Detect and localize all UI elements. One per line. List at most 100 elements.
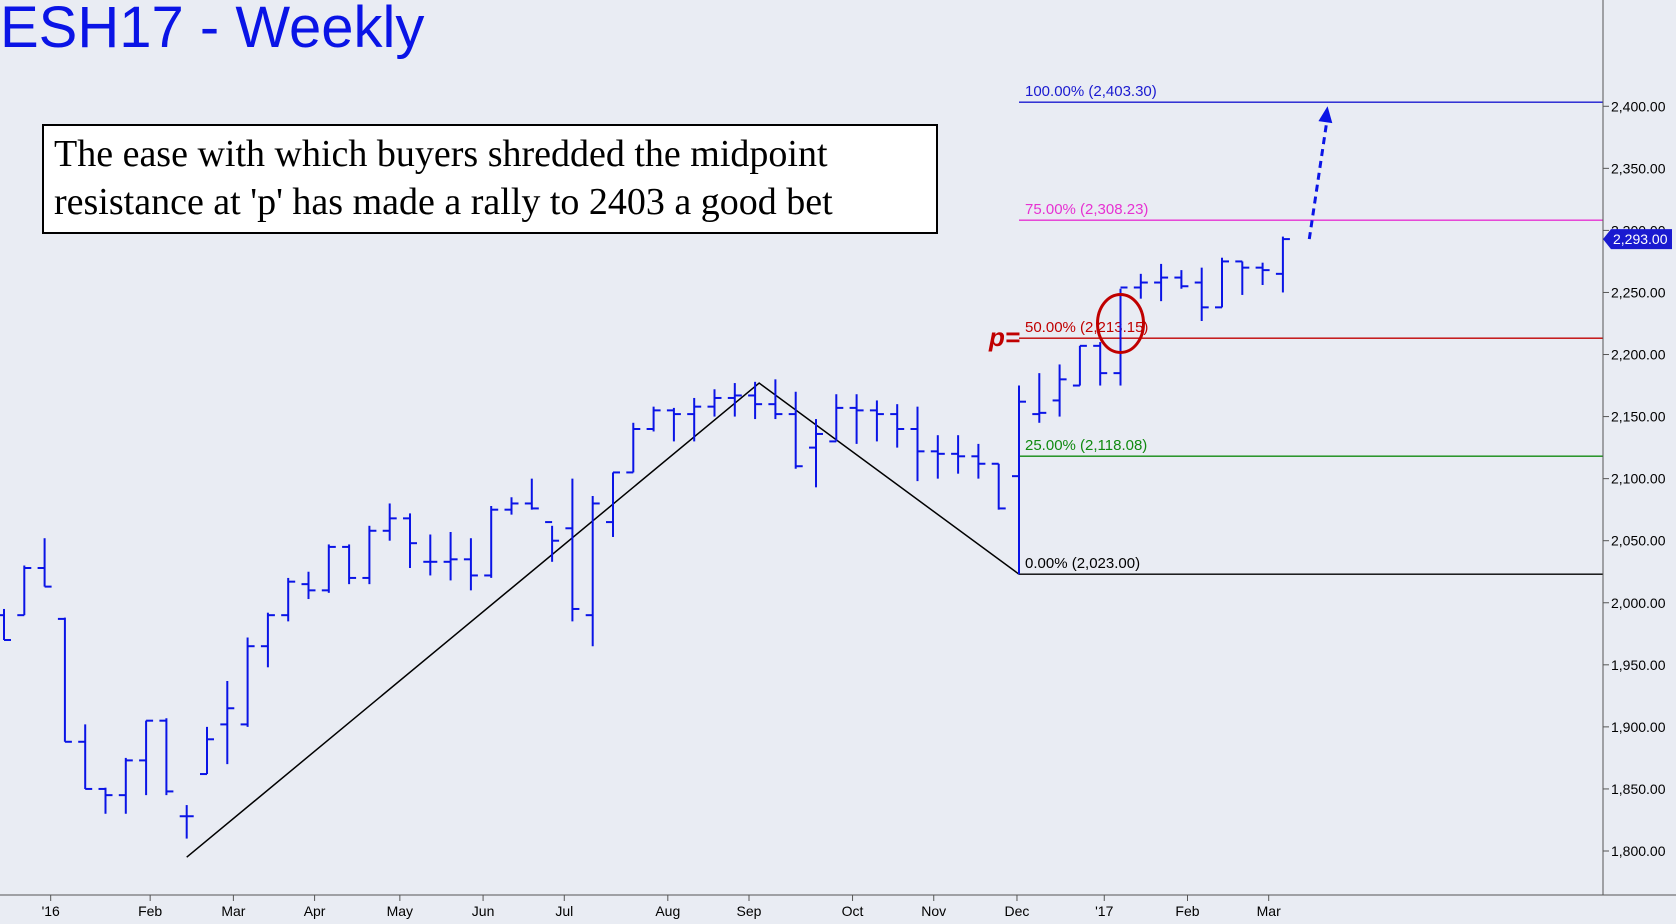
ohlc-bar-23 bbox=[463, 538, 478, 591]
x-tick-label-6: Jul bbox=[555, 903, 573, 919]
x-tick-label-1: Feb bbox=[138, 903, 162, 919]
ohlc-bar-46 bbox=[930, 435, 945, 479]
ohlc-bar-58 bbox=[1174, 270, 1189, 289]
chart-title: ESH17 - Weekly bbox=[0, 0, 425, 60]
p-marker-label: p= bbox=[988, 322, 1020, 352]
y-tick-label-7: 2,150.00 bbox=[1611, 409, 1666, 425]
ohlc-bar-36 bbox=[727, 383, 742, 417]
ohlc-bar-54 bbox=[1093, 342, 1108, 386]
ohlc-bar-41 bbox=[829, 394, 844, 443]
ohlc-bar-16 bbox=[321, 544, 336, 593]
ohlc-bar-29 bbox=[585, 496, 600, 647]
ohlc-bar-11 bbox=[220, 680, 235, 765]
ohlc-bar-13 bbox=[260, 612, 275, 668]
projection-arrow-head bbox=[1318, 106, 1333, 124]
y-tick-label-2: 1,900.00 bbox=[1611, 719, 1666, 735]
y-tick-label-9: 2,250.00 bbox=[1611, 284, 1666, 300]
fib-label-1: 75.00% (2,308.23) bbox=[1025, 201, 1148, 218]
ohlc-bar-49 bbox=[991, 462, 1006, 510]
projection-arrow-shaft bbox=[1307, 116, 1330, 240]
fib-label-4: 0.00% (2,023.00) bbox=[1025, 555, 1140, 572]
ohlc-bar-45 bbox=[910, 406, 925, 482]
ohlc-bar-25 bbox=[504, 497, 519, 515]
ohlc-bar-40 bbox=[809, 419, 823, 488]
ohlc-bar-14 bbox=[281, 577, 296, 622]
fib-layer: 100.00% (2,403.30) 75.00% (2,308.23) 50.00… bbox=[1019, 83, 1603, 575]
ohlc-bar-31 bbox=[626, 422, 641, 474]
y-tick-label-0: 1,800.00 bbox=[1611, 843, 1666, 859]
ohlc-bar-51 bbox=[1032, 373, 1047, 423]
y-tick-label-6: 2,100.00 bbox=[1611, 471, 1666, 487]
ohlc-bar-27 bbox=[545, 521, 560, 562]
ohlc-bar-15 bbox=[301, 571, 316, 600]
ohlc-bar-57 bbox=[1154, 263, 1169, 302]
ohlc-bars bbox=[0, 236, 1290, 839]
y-tick-label-11: 2,350.00 bbox=[1611, 160, 1666, 176]
ohlc-bar-0 bbox=[0, 608, 11, 641]
ohlc-bar-33 bbox=[666, 407, 681, 442]
ohlc-bar-38 bbox=[768, 379, 783, 420]
ohlc-bar-5 bbox=[98, 787, 113, 814]
ohlc-bar-61 bbox=[1235, 260, 1250, 295]
y-tick-label-1: 1,850.00 bbox=[1611, 781, 1666, 797]
y-tick-label-4: 2,000.00 bbox=[1611, 595, 1666, 611]
ohlc-bar-63 bbox=[1275, 236, 1290, 293]
ohlc-bar-52 bbox=[1052, 364, 1067, 417]
ohlc-bar-10 bbox=[200, 726, 214, 776]
ohlc-bar-62 bbox=[1255, 262, 1270, 286]
ohlc-bar-56 bbox=[1133, 273, 1148, 299]
ohlc-bar-34 bbox=[687, 397, 702, 442]
abc-polyline bbox=[186, 382, 1020, 858]
ohlc-bar-39 bbox=[788, 391, 803, 469]
ohlc-bar-28 bbox=[565, 478, 580, 622]
ohlc-bar-55 bbox=[1113, 286, 1128, 386]
ohlc-bar-35 bbox=[707, 389, 722, 417]
ohlc-bar-19 bbox=[382, 503, 397, 541]
last-price-tag: 2,293.00 bbox=[1603, 229, 1672, 250]
x-tick-label-11: Dec bbox=[1005, 903, 1030, 919]
ohlc-bar-43 bbox=[869, 400, 884, 442]
abc-lines bbox=[186, 382, 1020, 858]
annotation-box: The ease with which buyers shredded the … bbox=[42, 124, 938, 234]
ohlc-bar-44 bbox=[890, 404, 905, 448]
annotation-line-1: The ease with which buyers shredded the … bbox=[54, 133, 828, 175]
ohlc-bar-8 bbox=[159, 718, 174, 796]
ohlc-bar-17 bbox=[342, 544, 357, 585]
x-tick-label-14: Mar bbox=[1257, 903, 1281, 919]
ohlc-bar-6 bbox=[118, 757, 133, 814]
ohlc-bar-18 bbox=[362, 525, 377, 585]
ohlc-bar-21 bbox=[423, 534, 438, 576]
last-price-tag-label: 2,293.00 bbox=[1613, 231, 1668, 247]
ohlc-bar-20 bbox=[403, 513, 417, 569]
fib-label-0: 100.00% (2,403.30) bbox=[1025, 83, 1157, 100]
y-tick-label-12: 2,400.00 bbox=[1611, 98, 1666, 114]
ohlc-bar-42 bbox=[849, 394, 864, 444]
ohlc-bar-24 bbox=[484, 505, 499, 578]
x-tick-label-9: Oct bbox=[842, 903, 864, 919]
ohlc-bar-12 bbox=[240, 637, 255, 727]
breakout-circle bbox=[1096, 292, 1145, 354]
ohlc-bar-1 bbox=[17, 565, 32, 617]
ohlc-bar-50 bbox=[1012, 385, 1026, 575]
last-price-tag-bg bbox=[1603, 229, 1672, 250]
x-tick-label-7: Aug bbox=[655, 903, 680, 919]
x-tick-label-5: Jun bbox=[472, 903, 495, 919]
y-tick-label-3: 1,950.00 bbox=[1611, 657, 1666, 673]
x-tick-label-0: '16 bbox=[42, 903, 60, 919]
x-tick-label-10: Nov bbox=[921, 903, 946, 919]
x-tick-label-13: Feb bbox=[1175, 903, 1199, 919]
ohlc-bar-30 bbox=[606, 471, 620, 537]
ohlc-bar-7 bbox=[139, 719, 154, 796]
x-tick-label-8: Sep bbox=[737, 903, 762, 919]
ohlc-bar-3 bbox=[57, 617, 72, 743]
ohlc-bar-22 bbox=[443, 532, 458, 581]
ohlc-bar-9 bbox=[179, 805, 194, 839]
ohlc-bar-32 bbox=[646, 406, 661, 432]
ohlc-bar-53 bbox=[1072, 344, 1087, 387]
annotation-layer: p= bbox=[988, 106, 1333, 354]
ohlc-bar-4 bbox=[78, 724, 93, 790]
annotation-line-2: resistance at 'p' has made a rally to 24… bbox=[54, 181, 833, 223]
